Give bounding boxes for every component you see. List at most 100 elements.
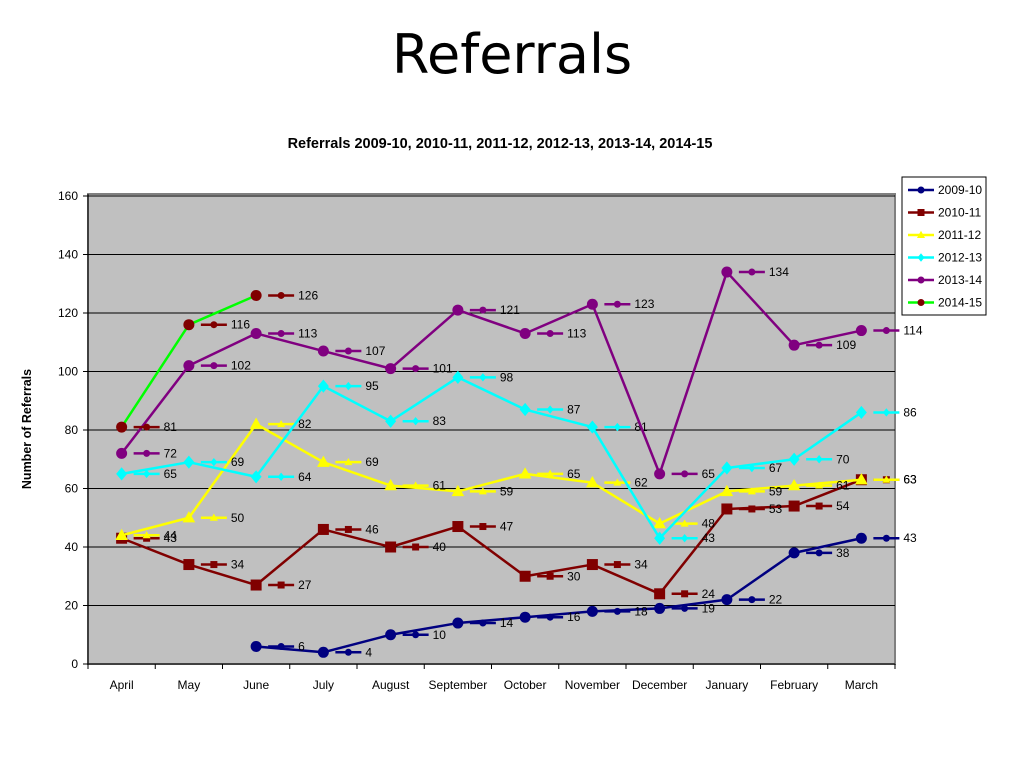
data-point [250, 470, 262, 484]
legend-label: 2011-12 [938, 228, 981, 242]
legend-label: 2012-13 [938, 251, 982, 265]
label-marker [681, 590, 689, 598]
label-marker [142, 531, 151, 539]
label-marker [277, 419, 286, 428]
data-label: 46 [365, 522, 379, 536]
data-label: 86 [903, 405, 917, 419]
data-point [250, 289, 262, 301]
data-point [586, 298, 598, 310]
data-label: 87 [567, 403, 581, 417]
data-label: 27 [298, 578, 312, 592]
data-label: 43 [164, 531, 178, 545]
data-label: 10 [433, 628, 447, 642]
x-tick-label: May [178, 678, 201, 692]
label-marker [748, 505, 756, 513]
label-marker [748, 596, 756, 604]
label-marker [546, 405, 554, 414]
data-point [721, 503, 733, 515]
data-point [788, 500, 800, 512]
data-label: 43 [903, 531, 917, 545]
legend-swatch-marker [916, 230, 926, 238]
data-point [519, 327, 531, 339]
label-marker [210, 362, 218, 370]
label-marker [882, 327, 890, 335]
x-tick-label: January [706, 678, 749, 692]
x-tick-label: November [565, 678, 620, 692]
label-marker [747, 487, 756, 495]
label-marker [613, 478, 622, 486]
data-label: 61 [433, 479, 447, 493]
data-point [586, 605, 598, 617]
legend-item: 2009-10 [908, 183, 982, 197]
label-marker [815, 455, 823, 464]
y-tick-label: 20 [65, 599, 79, 613]
label-marker [210, 561, 218, 569]
data-point [452, 370, 464, 384]
data-point [317, 379, 329, 393]
label-marker [277, 581, 285, 589]
data-point [654, 588, 666, 600]
legend-swatch-marker [917, 299, 925, 306]
data-label: 48 [702, 517, 716, 531]
data-point [183, 455, 195, 469]
data-label: 65 [164, 467, 178, 481]
slide-title: Referrals [391, 23, 633, 86]
x-tick-label: March [845, 678, 878, 692]
y-tick-label: 80 [65, 423, 79, 437]
label-marker [143, 423, 151, 431]
y-axis-label: Number of Referrals [20, 369, 34, 489]
label-marker [680, 519, 689, 527]
data-label: 63 [903, 473, 917, 487]
data-label: 116 [231, 318, 250, 332]
data-label: 38 [836, 546, 850, 560]
data-label: 113 [567, 326, 586, 340]
series-2013-14: 72 102 113 107 101 121 113 123 65 134 109 114 [116, 265, 923, 481]
label-marker [143, 469, 151, 479]
x-tick-label: June [243, 678, 269, 692]
label-marker [748, 268, 756, 276]
legend-box [901, 176, 987, 316]
label-marker [613, 422, 621, 432]
label-marker [411, 481, 420, 489]
data-label: 126 [298, 288, 318, 302]
data-point [518, 467, 532, 479]
label-marker [613, 607, 621, 615]
data-point [721, 461, 733, 475]
data-label: 70 [836, 452, 850, 466]
data-point [720, 484, 734, 497]
series-line [121, 422, 862, 537]
data-label: 114 [903, 324, 922, 338]
data-label: 67 [769, 461, 783, 475]
data-point [384, 478, 397, 491]
data-point [721, 594, 733, 606]
legend-item: 2013-14 [908, 273, 982, 287]
data-label: 43 [702, 531, 716, 545]
data-label: 30 [567, 569, 581, 583]
legend-label: 2014-15 [938, 296, 982, 310]
data-point [116, 467, 128, 481]
label-marker [681, 604, 689, 612]
x-tick-label: October [504, 678, 547, 692]
legend-item: 2011-12 [908, 228, 981, 242]
data-point [249, 417, 263, 429]
label-marker [479, 306, 487, 314]
data-label: 59 [500, 484, 514, 498]
data-point [183, 559, 195, 571]
x-tick-label: December [632, 678, 687, 692]
data-point [317, 455, 330, 467]
data-point [788, 339, 800, 351]
label-marker [412, 543, 420, 551]
data-point [519, 611, 531, 623]
label-marker [815, 549, 823, 557]
series-line [121, 478, 862, 596]
label-marker [815, 502, 823, 510]
label-marker [882, 475, 891, 483]
data-label: 47 [500, 520, 514, 534]
legend-label: 2013-14 [938, 273, 982, 287]
data-point [855, 325, 867, 337]
label-marker [479, 523, 487, 531]
data-label: 34 [231, 558, 245, 572]
label-marker [277, 329, 285, 337]
data-point [855, 532, 867, 544]
data-label: 98 [500, 370, 514, 384]
